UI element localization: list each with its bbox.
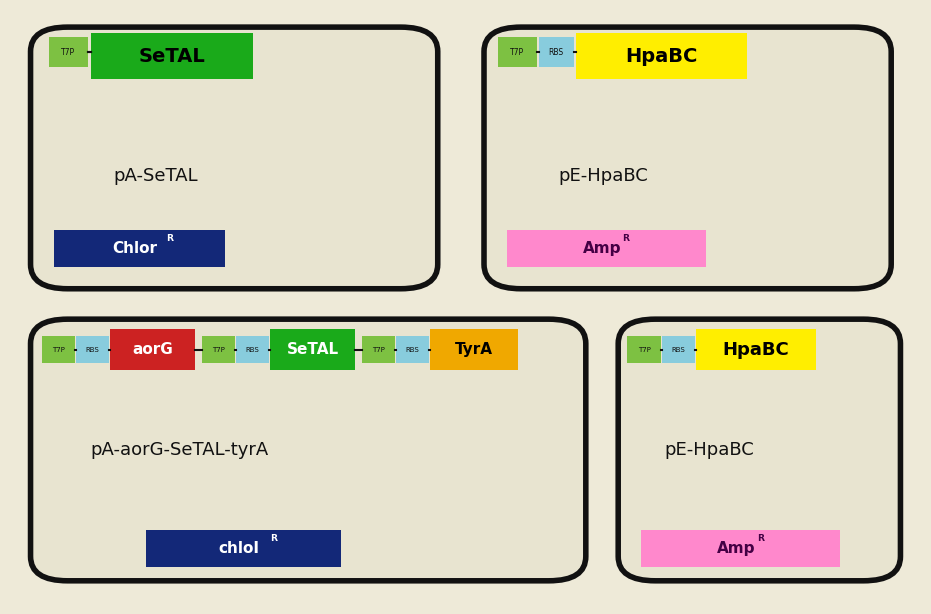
Text: T7P: T7P bbox=[638, 346, 651, 352]
Bar bbox=[641, 530, 841, 567]
Bar bbox=[270, 329, 356, 370]
FancyBboxPatch shape bbox=[484, 27, 891, 289]
Bar bbox=[42, 336, 75, 363]
Text: T7P: T7P bbox=[212, 346, 225, 352]
Text: pA-aorG-SeTAL-tyrA: pA-aorG-SeTAL-tyrA bbox=[90, 441, 269, 459]
Text: SeTAL: SeTAL bbox=[287, 342, 339, 357]
Text: Amp: Amp bbox=[583, 241, 621, 256]
Text: HpaBC: HpaBC bbox=[625, 47, 697, 66]
Bar bbox=[539, 37, 573, 67]
Bar bbox=[146, 530, 341, 567]
Bar bbox=[430, 329, 519, 370]
Bar bbox=[696, 329, 816, 370]
Bar bbox=[507, 230, 706, 268]
Text: R: R bbox=[623, 234, 629, 243]
Bar bbox=[662, 336, 695, 363]
Bar bbox=[498, 37, 537, 67]
Text: T7P: T7P bbox=[61, 47, 75, 56]
Text: RBS: RBS bbox=[246, 346, 260, 352]
Text: chloI: chloI bbox=[218, 541, 259, 556]
Text: pA-SeTAL: pA-SeTAL bbox=[114, 167, 198, 185]
Bar bbox=[396, 336, 429, 363]
Text: R: R bbox=[167, 234, 173, 243]
Bar bbox=[236, 336, 269, 363]
Text: RBS: RBS bbox=[86, 346, 100, 352]
Text: R: R bbox=[757, 534, 763, 543]
Bar bbox=[110, 329, 196, 370]
FancyBboxPatch shape bbox=[618, 319, 900, 581]
Bar bbox=[362, 336, 395, 363]
Text: Chlor: Chlor bbox=[112, 241, 157, 256]
Text: TyrA: TyrA bbox=[455, 342, 493, 357]
FancyBboxPatch shape bbox=[31, 27, 438, 289]
Text: T7P: T7P bbox=[510, 47, 524, 56]
Bar bbox=[202, 336, 235, 363]
FancyBboxPatch shape bbox=[31, 319, 586, 581]
Bar bbox=[90, 33, 252, 79]
Text: HpaBC: HpaBC bbox=[722, 341, 789, 359]
Text: pE-HpaBC: pE-HpaBC bbox=[558, 167, 648, 185]
Bar bbox=[575, 33, 747, 79]
Text: R: R bbox=[270, 534, 277, 543]
Text: pE-HpaBC: pE-HpaBC bbox=[665, 441, 754, 459]
Text: RBS: RBS bbox=[671, 346, 685, 352]
Bar bbox=[627, 336, 661, 363]
Text: aorG: aorG bbox=[132, 342, 173, 357]
Text: RBS: RBS bbox=[548, 47, 564, 56]
Bar bbox=[76, 336, 109, 363]
Text: RBS: RBS bbox=[406, 346, 420, 352]
Text: T7P: T7P bbox=[372, 346, 385, 352]
Bar bbox=[54, 230, 225, 268]
Text: Amp: Amp bbox=[717, 541, 755, 556]
Bar bbox=[49, 37, 88, 67]
Text: SeTAL: SeTAL bbox=[139, 47, 205, 66]
Text: T7P: T7P bbox=[52, 346, 65, 352]
